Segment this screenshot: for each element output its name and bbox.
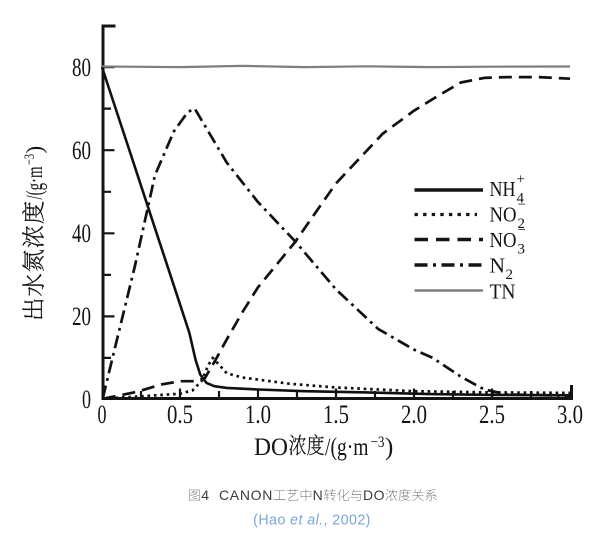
svg-text:1.0: 1.0 [245,400,271,429]
svg-text:−: − [518,223,526,239]
svg-text:): ) [385,434,393,461]
svg-text:NO: NO [490,228,517,252]
svg-text:NO: NO [490,203,517,227]
svg-text:/(g·m: /(g·m [22,166,47,199]
svg-text:TN: TN [490,280,516,304]
svg-text:1.5: 1.5 [323,400,349,429]
svg-text:CANON: CANON [219,487,273,503]
svg-text:4: 4 [517,191,525,207]
svg-text:2: 2 [518,216,526,232]
svg-text:/(g·m: /(g·m [325,434,369,461]
svg-text:): ) [22,146,47,154]
svg-text:−3: −3 [22,154,38,165]
svg-text:−: − [518,197,526,213]
svg-text:N: N [490,254,506,278]
svg-text:NH: NH [490,177,516,201]
svg-text:0.5: 0.5 [167,400,193,429]
svg-text:2.5: 2.5 [479,400,505,429]
svg-text:(Hao et al., 2002): (Hao et al., 2002) [253,513,371,529]
svg-text:3.0: 3.0 [557,400,583,429]
svg-text:N: N [313,487,323,503]
svg-text:+: + [517,172,525,188]
svg-text:20: 20 [72,302,91,331]
svg-text:3: 3 [518,242,526,258]
svg-text:2: 2 [506,267,514,283]
svg-text:2.0: 2.0 [401,400,427,429]
svg-text:−3: −3 [371,434,385,451]
svg-text:4: 4 [201,487,209,503]
svg-text:80: 80 [72,53,91,82]
svg-text:0: 0 [98,400,107,429]
svg-text:DO: DO [363,487,385,503]
svg-text:0: 0 [82,385,91,414]
svg-text:60: 60 [72,136,91,165]
svg-text:DO: DO [254,434,288,461]
svg-text:40: 40 [72,219,91,248]
